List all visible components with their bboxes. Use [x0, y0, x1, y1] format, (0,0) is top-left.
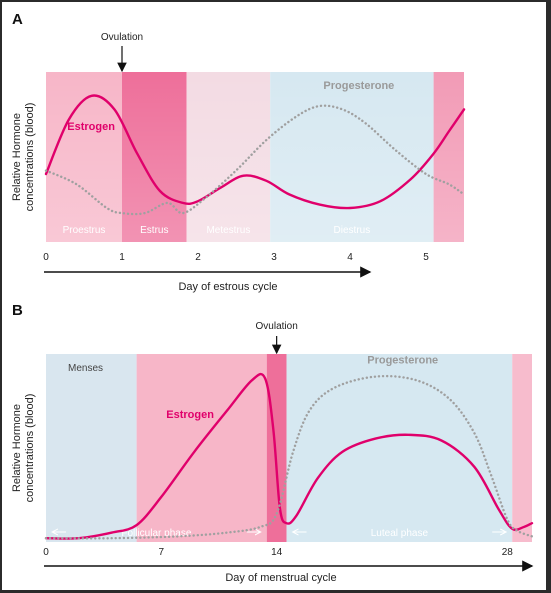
- y-axis-label-line-2: concentrations (blood): [24, 103, 36, 212]
- panel-letter: A: [12, 11, 23, 28]
- ovulation-label: Ovulation: [256, 321, 298, 332]
- x-tick-2: 2: [195, 252, 201, 263]
- x-tick-7: 7: [159, 547, 165, 558]
- series-label-estrogen: Estrogen: [166, 409, 214, 421]
- series-line-estrogen: [44, 94, 466, 210]
- series-label-progesterone: Progesterone: [367, 354, 438, 366]
- x-tick-28: 28: [502, 547, 514, 558]
- phase-band-0: [46, 354, 137, 542]
- x-tick-3: 3: [271, 252, 277, 263]
- series-line-estrogen: [44, 372, 534, 540]
- x-tick-14: 14: [271, 547, 283, 558]
- y-axis-label-line-1: Relative Hormone: [11, 113, 23, 201]
- x-tick-0: 0: [43, 252, 49, 263]
- panel-a: A Proestrus Estrus Metestrus Diestrus Estroge…: [11, 11, 466, 293]
- x-tick-0: 0: [43, 547, 49, 558]
- phase-band-3: [286, 354, 513, 542]
- series-label-estrogen: Estrogen: [67, 121, 115, 133]
- x-tick-4: 4: [347, 252, 353, 263]
- phase-band-2: [266, 354, 287, 542]
- band-wash: [46, 72, 464, 242]
- phase-arrow-label-1: Luteal phase: [371, 528, 429, 539]
- y-axis-label-line-1: Relative Hormone: [11, 404, 23, 492]
- phase-label-menses: Menses: [68, 363, 103, 374]
- phase-band-4: [512, 354, 532, 542]
- panel-b: B Menses Follicular phase Luteal phase Estro…: [11, 302, 534, 584]
- phase-label-metestrus: Metestrus: [206, 225, 250, 236]
- phase-label-estrus: Estrus: [140, 225, 168, 236]
- x-tick-5: 5: [423, 252, 429, 263]
- x-axis-label: Day of estrous cycle: [178, 281, 277, 293]
- series-line-progesterone: [44, 104, 466, 216]
- ovulation-label: Ovulation: [101, 32, 143, 43]
- panel-letter: B: [12, 302, 23, 319]
- y-axis-label-line-2: concentrations (blood): [24, 394, 36, 503]
- phase-label-diestrus: Diestrus: [334, 225, 371, 236]
- phase-arrow-label-0: Follicular phase: [121, 528, 191, 539]
- x-tick-1: 1: [119, 252, 125, 263]
- series-line-progesterone: [44, 374, 534, 540]
- x-axis-label: Day of menstrual cycle: [225, 572, 336, 584]
- phase-label-proestrus: Proestrus: [63, 225, 106, 236]
- phase-band-1: [136, 354, 267, 542]
- series-label-progesterone: Progesterone: [323, 80, 394, 92]
- hormone-cycle-svg: A Proestrus Estrus Metestrus Diestrus Estroge…: [11, 11, 534, 584]
- hormone-cycle-figure: A Proestrus Estrus Metestrus Diestrus Estroge…: [2, 2, 546, 590]
